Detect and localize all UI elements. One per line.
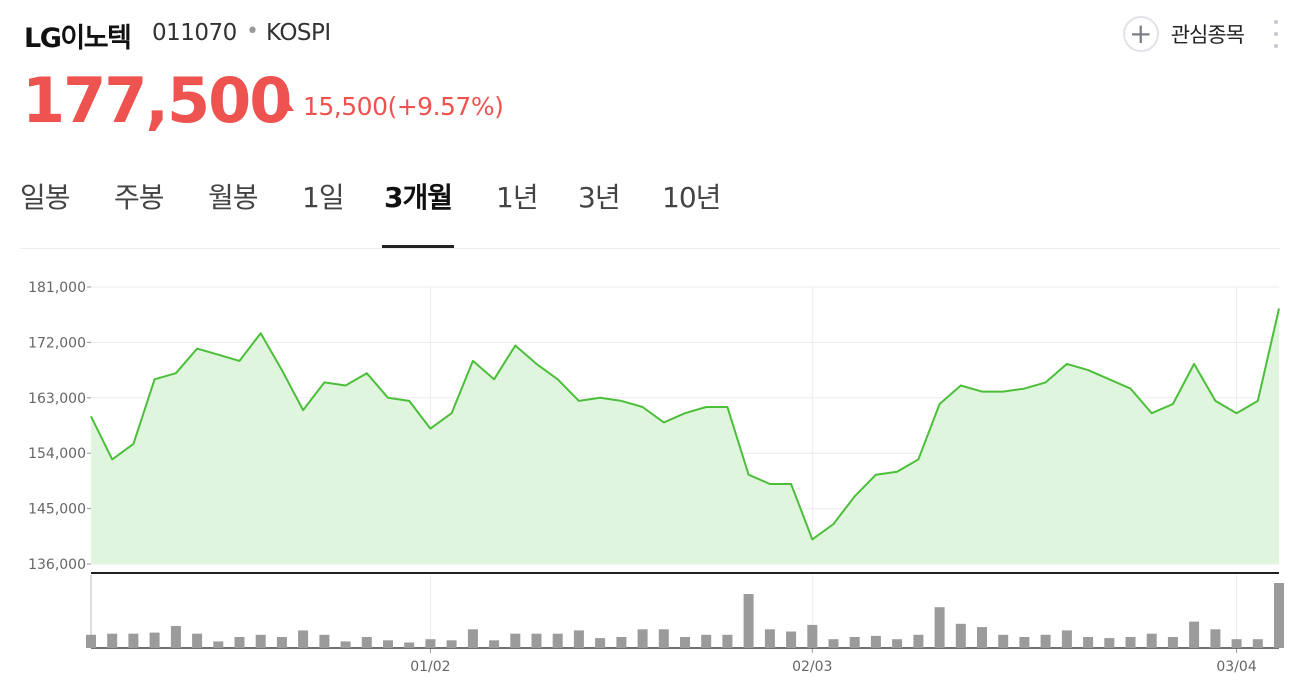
volume-bar <box>128 633 139 648</box>
volume-bar <box>1104 638 1115 648</box>
volume-bar <box>489 640 500 648</box>
volume-bar <box>234 637 245 648</box>
tab-weekly[interactable]: 주봉 <box>114 181 165 214</box>
volume-bar <box>870 635 881 648</box>
y-tick-label: 163,000 <box>28 391 86 407</box>
price-change-value: 15,500(+9.57%) <box>303 92 504 121</box>
y-tick-label: 136,000 <box>28 557 86 573</box>
volume-bar <box>849 637 860 648</box>
volume-bar <box>86 634 96 648</box>
stock-code: 011070 <box>152 20 237 46</box>
volume-bar <box>467 629 478 648</box>
watchlist-label: 관심종목 <box>1170 23 1245 47</box>
volume-bar <box>192 633 203 648</box>
volume-bar <box>383 640 393 648</box>
volume-bar <box>404 642 415 648</box>
stock-name: LG이노텍 <box>24 23 132 54</box>
volume-bar <box>913 634 924 648</box>
volume-bar <box>955 623 966 648</box>
price-line <box>90 308 1280 541</box>
volume-bar <box>1019 637 1030 648</box>
volume-bar <box>807 624 818 648</box>
volume-bar <box>552 633 563 648</box>
plus-icon: + <box>1122 16 1159 52</box>
volume-bar <box>1167 637 1178 648</box>
add-watchlist-button[interactable]: + 관심종목 <box>1122 14 1245 54</box>
volume-bar <box>1252 639 1263 648</box>
volume-bar <box>722 634 733 648</box>
tab-1year[interactable]: 1년 <box>496 181 539 214</box>
separator-dot: • <box>246 19 259 44</box>
more-options-icon[interactable] <box>1272 20 1280 48</box>
volume-bar <box>1040 634 1051 648</box>
market-name: KOSPI <box>266 20 331 46</box>
volume-bar <box>1231 639 1242 648</box>
current-price: 177,500 <box>22 64 292 137</box>
volume-bar <box>828 639 839 648</box>
x-tick-label: 03/04 <box>1216 659 1256 675</box>
volume-bar <box>276 637 287 648</box>
y-tick-label: 172,000 <box>28 335 86 351</box>
volume-bar <box>764 629 775 648</box>
volume-bar <box>977 627 987 648</box>
x-tick-label: 01/02 <box>410 659 450 675</box>
volume-bar <box>1083 637 1094 648</box>
tab-10year[interactable]: 10년 <box>662 181 721 214</box>
volume-bar <box>1146 633 1157 648</box>
volume-bar <box>425 639 436 648</box>
price-change: 15,500(+9.57%) <box>280 92 504 121</box>
volume-bar <box>998 634 1009 648</box>
volume-bar <box>1210 629 1221 648</box>
volume-bar <box>743 594 754 648</box>
volume-bar <box>319 634 330 648</box>
y-tick-label: 145,000 <box>28 502 86 518</box>
tab-3year[interactable]: 3년 <box>578 181 621 214</box>
volume-bar <box>680 637 690 648</box>
volume-bar <box>573 630 584 648</box>
volume-bar <box>892 639 903 648</box>
volume-bar <box>595 638 606 648</box>
volume-bar <box>701 634 712 648</box>
price-area-fill <box>91 308 1279 564</box>
tab-monthly[interactable]: 월봉 <box>208 181 259 214</box>
volume-bar <box>637 629 648 648</box>
stock-header: LG이노텍 011070 • KOSPI + 관심종목 <box>24 14 1292 54</box>
tab-3month[interactable]: 3개월 <box>381 176 455 248</box>
volume-bar <box>1189 621 1200 648</box>
volume-bar <box>149 632 160 648</box>
tab-daily[interactable]: 일봉 <box>20 181 71 214</box>
volume-bar <box>934 607 945 648</box>
volume-bar <box>170 626 181 648</box>
volume-bar <box>446 640 457 648</box>
volume-bar <box>213 641 224 648</box>
x-tick-label: 02/03 <box>792 659 832 675</box>
period-tabs: 일봉 주봉 월봉 1일 3개월 1년 3년 10년 <box>20 170 1280 249</box>
volume-bar <box>1061 630 1072 648</box>
y-tick-label: 181,000 <box>28 280 86 296</box>
volume-bar <box>658 629 669 648</box>
tab-1day[interactable]: 1일 <box>302 181 345 214</box>
y-tick-label: 154,000 <box>28 446 86 462</box>
volume-bar <box>298 630 309 648</box>
volume-bar <box>510 633 521 648</box>
volume-bar <box>340 641 351 648</box>
volume-bar <box>531 633 542 648</box>
volume-bar <box>107 633 118 648</box>
volume-bar <box>786 631 797 648</box>
volume-bar <box>1125 637 1136 648</box>
volume-bar <box>616 637 627 648</box>
volume-bar <box>1274 583 1284 648</box>
volume-bar <box>361 637 372 648</box>
up-triangle-icon <box>280 100 294 111</box>
volume-bar <box>255 634 266 648</box>
